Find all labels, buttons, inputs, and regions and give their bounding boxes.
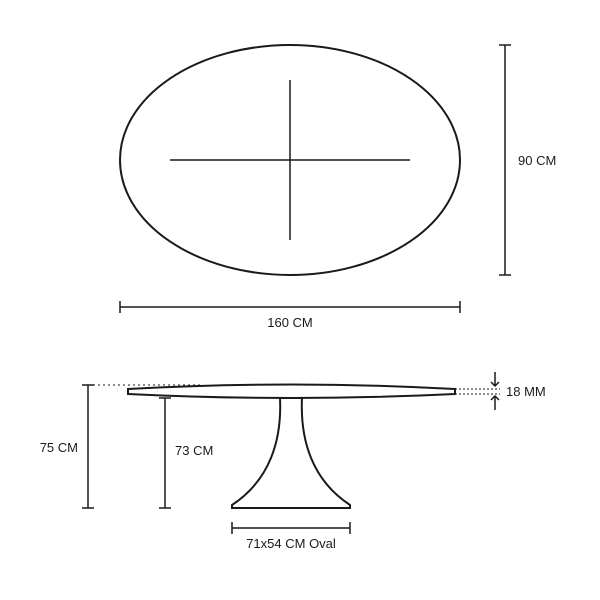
thickness-label: 18 MM [506, 384, 546, 399]
depth-label: 90 CM [518, 153, 556, 168]
clearance-dimension: 73 CM [159, 398, 213, 508]
pedestal-outline [232, 398, 350, 508]
depth-dimension: 90 CM [499, 45, 556, 275]
clearance-label: 73 CM [175, 443, 213, 458]
base-label: 71x54 CM Oval [246, 536, 336, 551]
top-view [120, 45, 460, 275]
width-dimension: 160 CM [120, 301, 460, 330]
thickness-dimension: 18 MM [455, 372, 546, 410]
height-dimension: 75 CM [40, 385, 94, 508]
dimension-diagram: 160 CM 90 CM 75 CM 73 CM [0, 0, 600, 600]
base-dimension: 71x54 CM Oval [232, 522, 350, 551]
side-view [88, 385, 455, 509]
tabletop-profile [128, 385, 455, 399]
height-label: 75 CM [40, 440, 78, 455]
width-label: 160 CM [267, 315, 313, 330]
